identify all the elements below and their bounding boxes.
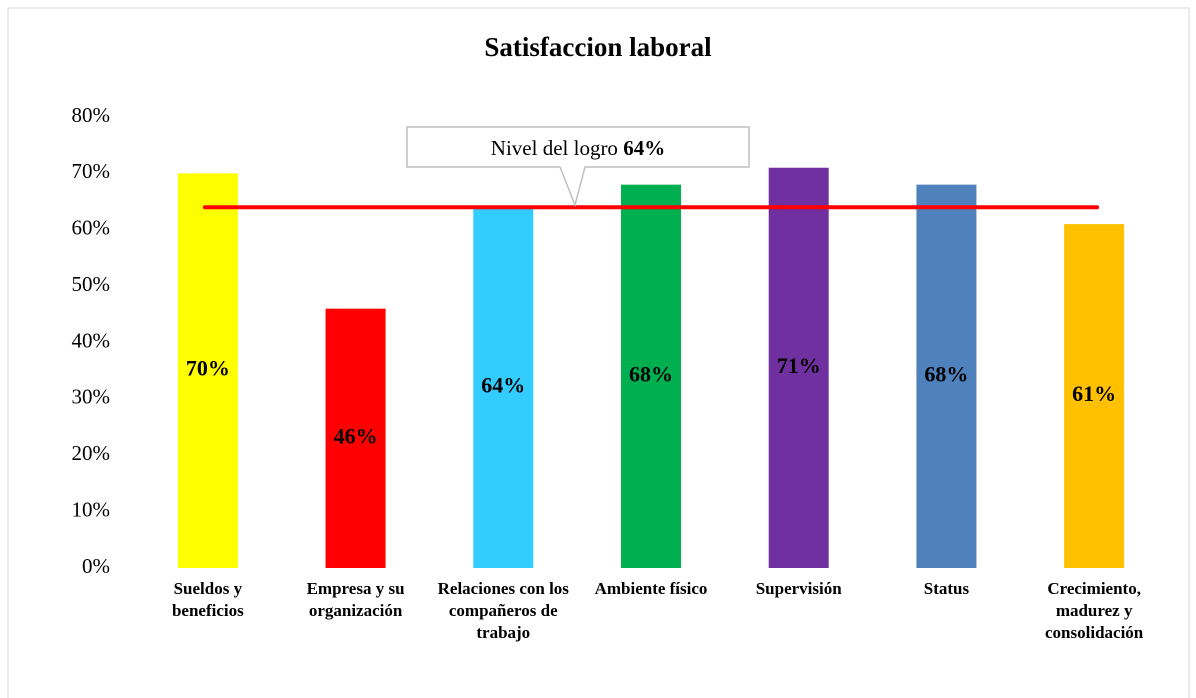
y-tick-label: 40% xyxy=(72,328,111,352)
y-tick-label: 30% xyxy=(72,385,111,409)
y-tick-label: 80% xyxy=(72,103,111,127)
value-label: 70% xyxy=(186,356,230,381)
value-label: 64% xyxy=(481,373,525,398)
callout-box xyxy=(406,126,750,208)
value-label: 68% xyxy=(629,361,673,386)
value-label: 71% xyxy=(777,353,821,378)
y-tick-label: 70% xyxy=(72,159,111,183)
bar xyxy=(473,207,534,568)
y-tick-label: 20% xyxy=(72,441,111,465)
callout-label: Nivel del logro xyxy=(491,136,618,160)
bar xyxy=(177,173,238,568)
bar xyxy=(621,184,681,568)
y-tick-label: 10% xyxy=(72,497,111,521)
bar xyxy=(325,308,386,568)
y-tick-label: 0% xyxy=(82,554,110,578)
callout-value: 64% xyxy=(623,136,665,160)
bar xyxy=(768,167,829,569)
value-label: 46% xyxy=(334,423,378,448)
x-tick-label: Status xyxy=(924,579,970,598)
chart-title: Satisfaccion laboral xyxy=(484,32,712,62)
x-tick-label: Supervisión xyxy=(756,579,843,598)
x-tick-label: Sueldos y beneficios xyxy=(172,579,244,620)
y-tick-label: 60% xyxy=(72,216,111,240)
bar xyxy=(916,184,977,568)
value-label: 61% xyxy=(1072,381,1116,406)
value-label: 68% xyxy=(924,361,968,386)
bar xyxy=(1064,224,1125,569)
x-tick-label: Crecimiento, madurez y consolidación xyxy=(1045,579,1144,642)
callout-text: Nivel del logro 64% xyxy=(491,136,665,160)
x-tick-label: Empresa y su organización xyxy=(307,579,405,620)
x-tick-label: Relaciones con los compañeros de trabajo xyxy=(438,579,570,642)
y-tick-label: 50% xyxy=(72,272,111,296)
x-tick-label: Ambiente físico xyxy=(595,579,708,598)
